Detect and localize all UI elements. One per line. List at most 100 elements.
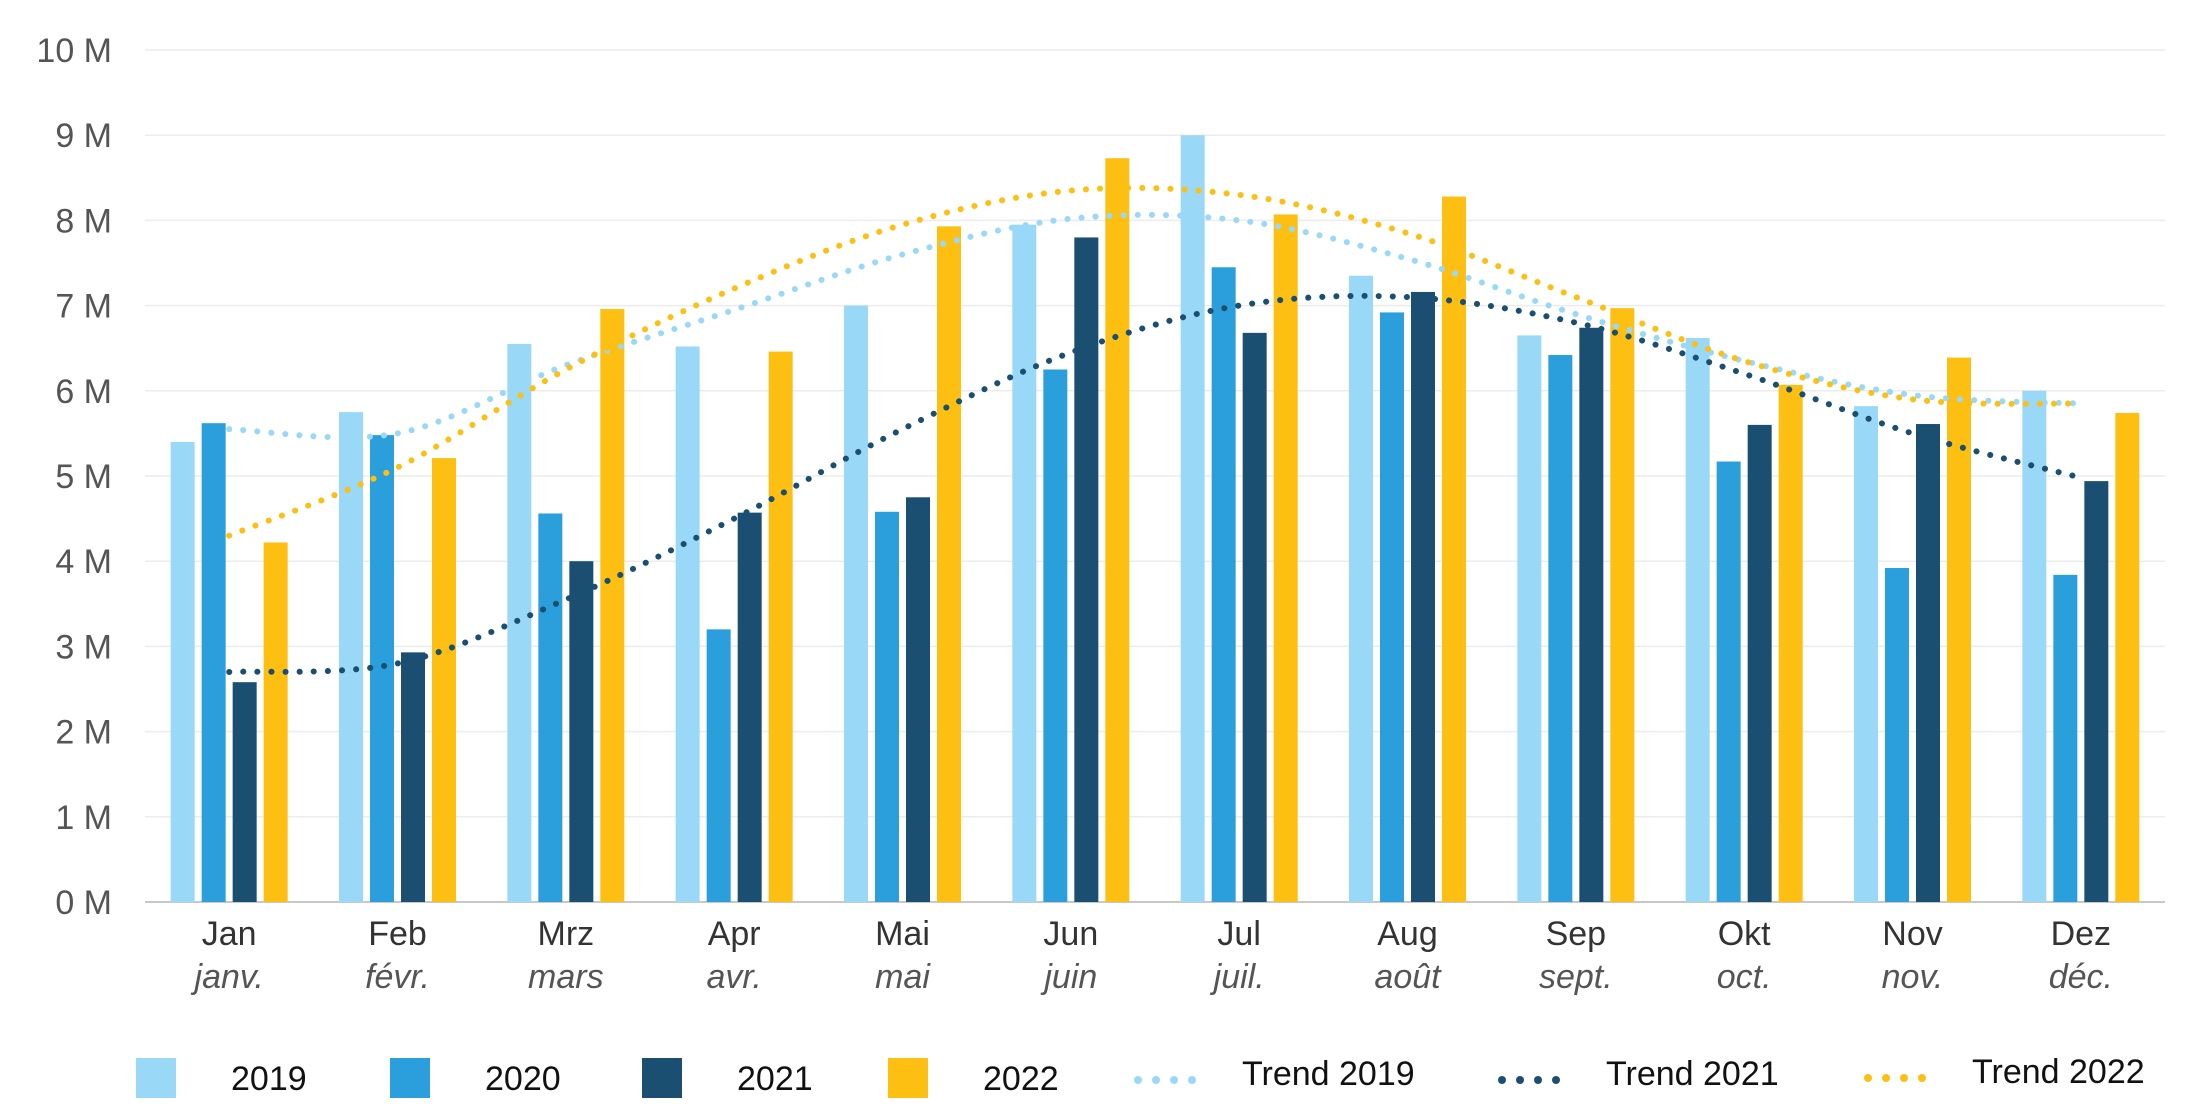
legend-trend-dot xyxy=(1498,1076,1506,1084)
legend-label-2020: 2020 xyxy=(485,1060,561,1098)
x-tick-sublabel: août xyxy=(1374,958,1442,996)
legend-trend-dot xyxy=(1516,1076,1524,1084)
bar-2020-Feb xyxy=(370,435,394,902)
bar-2019-Nov xyxy=(1854,406,1878,902)
x-tick-sublabel: déc. xyxy=(2049,958,2113,996)
bar-2022-Apr xyxy=(768,351,793,902)
x-tick-label: Sep xyxy=(1546,915,1607,953)
x-tick-sublabel: avr. xyxy=(706,958,761,996)
legend-trend-dot xyxy=(1882,1074,1890,1082)
x-tick-sublabel: janv. xyxy=(191,958,264,996)
bar-2021-Jan xyxy=(232,682,257,902)
legend-swatch-2022 xyxy=(888,1058,928,1098)
x-tick-label: Mai xyxy=(875,915,930,953)
bar-2021-Mrz xyxy=(569,561,594,902)
legend-item-trend-2021: Trend 2021 xyxy=(1498,1055,1779,1093)
bar-2019-Sep xyxy=(1517,335,1542,902)
x-tick-sublabel: mars xyxy=(528,958,604,996)
bar-2019-Jan xyxy=(170,441,195,902)
bar-2020-Dez xyxy=(2053,574,2078,902)
x-axis: Jan janv. Feb févr. Mrz mars Apr avr. Mai mai Jun j… xyxy=(191,915,2113,996)
bar-2022-Dez xyxy=(2115,412,2140,902)
legend-label-trend: Trend 2019 xyxy=(1242,1055,1415,1093)
bar-2022-Aug xyxy=(1442,196,1466,902)
bar-2019-Okt xyxy=(1685,337,1710,902)
legend-item-trend-2022: Trend 2022 xyxy=(1864,1053,2145,1091)
x-tick-sublabel: sept. xyxy=(1539,958,1613,996)
bar-2021-Aug xyxy=(1411,291,1435,902)
legend-swatch-2020 xyxy=(390,1058,430,1098)
bar-2021-Okt xyxy=(1747,424,1772,902)
x-tick-sublabel: juin xyxy=(1040,958,1097,996)
x-tick-label: Mrz xyxy=(538,915,595,953)
bar-2022-Mai xyxy=(937,226,961,902)
legend-trend-dot xyxy=(1188,1076,1196,1084)
bar-2019-Jul xyxy=(1180,135,1205,902)
x-tick-label: Jul xyxy=(1217,915,1260,953)
x-tick-label: Dez xyxy=(2051,915,2111,953)
bar-2020-Mai xyxy=(875,511,899,902)
bar-2021-Jun xyxy=(1074,237,1099,902)
x-tick-label: Apr xyxy=(708,915,761,953)
bar-2020-Okt xyxy=(1716,461,1741,902)
x-tick-label: Feb xyxy=(368,915,427,953)
bar-2021-Apr xyxy=(737,512,762,902)
legend-item-trend-2019: Trend 2019 xyxy=(1134,1055,1415,1093)
legend-swatch-2021 xyxy=(642,1058,682,1098)
y-tick-label: 6 M xyxy=(55,373,112,411)
x-tick-sublabel: nov. xyxy=(1882,958,1944,996)
legend-trend-dot xyxy=(1534,1076,1542,1084)
bar-2019-Dez xyxy=(2022,390,2047,902)
bar-2019-Aug xyxy=(1349,275,1373,902)
bar-2020-Mrz xyxy=(538,513,563,902)
legend-trend-dot xyxy=(1152,1076,1160,1084)
legend: 2019 2020 2021 2022 Trend 2019 Trend 2021 Tren… xyxy=(136,1053,2145,1098)
bar-2021-Jul xyxy=(1242,332,1267,902)
y-tick-label: 2 M xyxy=(55,714,112,752)
bar-2022-Feb xyxy=(432,458,456,902)
bar-2020-Jul xyxy=(1211,267,1236,902)
bar-2019-Jun xyxy=(1012,224,1037,902)
bar-2021-Dez xyxy=(2084,481,2109,902)
bar-2020-Sep xyxy=(1548,355,1573,902)
bar-2019-Feb xyxy=(339,412,363,902)
y-tick-label: 5 M xyxy=(55,458,112,496)
y-tick-label: 9 M xyxy=(55,117,112,155)
y-tick-label: 4 M xyxy=(55,543,112,581)
legend-label-trend: Trend 2022 xyxy=(1972,1053,2145,1091)
bars xyxy=(170,135,2140,903)
y-tick-label: 8 M xyxy=(55,202,112,240)
bar-2022-Jul xyxy=(1273,214,1298,902)
x-tick-sublabel: juil. xyxy=(1210,958,1265,996)
bar-2019-Mai xyxy=(844,305,868,903)
y-tick-label: 10 M xyxy=(36,32,112,70)
legend-label-2022: 2022 xyxy=(983,1060,1059,1098)
bar-2021-Nov xyxy=(1916,424,1940,902)
legend-label-2019: 2019 xyxy=(231,1060,307,1098)
legend-trend-dot xyxy=(1864,1074,1872,1082)
x-tick-sublabel: févr. xyxy=(365,958,430,996)
gridlines xyxy=(145,49,2165,903)
bar-2020-Nov xyxy=(1885,568,1909,902)
y-tick-label: 1 M xyxy=(55,799,112,837)
bar-2022-Nov xyxy=(1947,357,1971,902)
bar-2020-Apr xyxy=(706,629,731,902)
bar-2020-Jan xyxy=(201,423,226,902)
trend-line-trend-2019 xyxy=(226,211,2084,441)
x-tick-label: Jun xyxy=(1043,915,1098,953)
bar-2020-Jun xyxy=(1043,369,1068,902)
trend-lines xyxy=(226,184,2084,675)
y-axis: 0 M 1 M 2 M 3 M 4 M 5 M 6 M 7 M 8 M 9 M 10 M xyxy=(36,32,112,922)
legend-trend-dot xyxy=(1552,1076,1560,1084)
x-tick-label: Nov xyxy=(1882,915,1942,953)
bar-2022-Sep xyxy=(1610,308,1635,902)
y-tick-label: 7 M xyxy=(55,288,112,326)
trend-line-trend-2021 xyxy=(226,292,2084,675)
trend-line-trend-2022 xyxy=(226,184,2084,539)
legend-trend-dot xyxy=(1918,1074,1926,1082)
bar-2021-Feb xyxy=(401,652,425,902)
legend-trend-dot xyxy=(1900,1074,1908,1082)
y-tick-label: 0 M xyxy=(55,884,112,922)
legend-trend-dot xyxy=(1170,1076,1178,1084)
